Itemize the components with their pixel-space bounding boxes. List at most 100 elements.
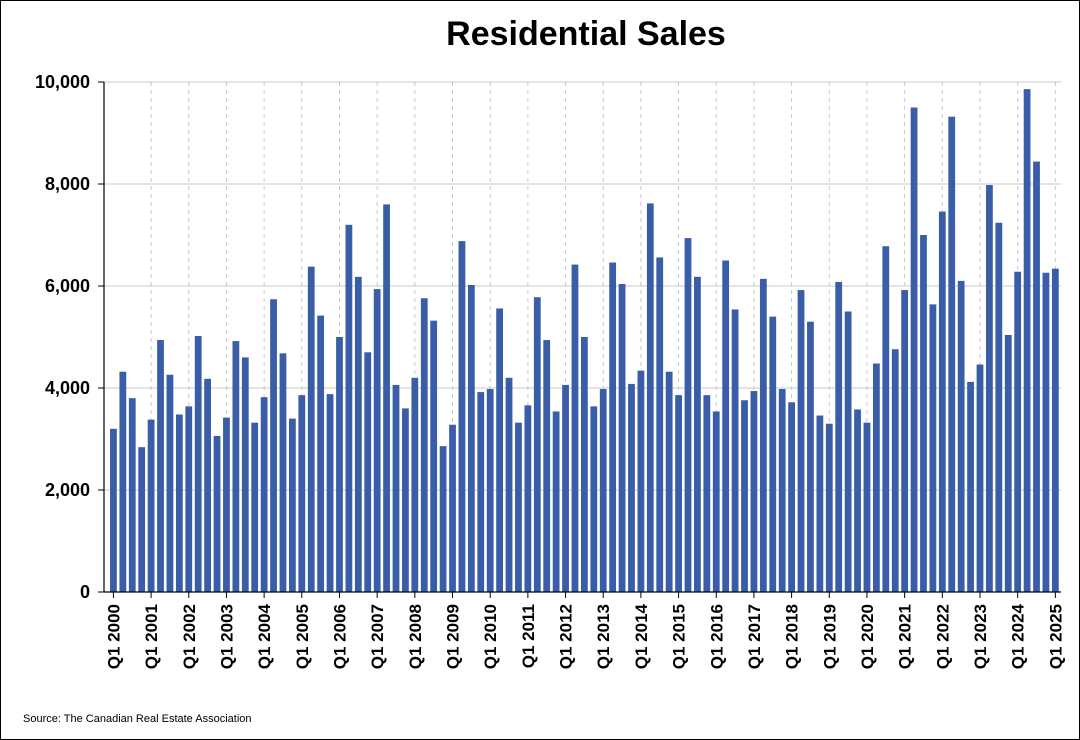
- bar-q3-2005: [317, 315, 325, 592]
- bar-q2-2008: [420, 298, 428, 592]
- x-tick-label: Q1 2009: [444, 604, 463, 669]
- bar-q2-2009: [458, 241, 466, 592]
- bar-q2-2003: [232, 341, 240, 592]
- x-tick-label: Q1 2020: [858, 604, 877, 669]
- bar-q3-2017: [769, 316, 777, 592]
- bar-q1-2013: [599, 389, 607, 592]
- x-tick-label: Q1 2007: [368, 604, 387, 669]
- bar-q3-2008: [430, 320, 438, 592]
- bar-q4-2014: [665, 371, 673, 592]
- y-axis-ticks: 0 2,000 4,000 6,000 8,000 10,000: [35, 72, 104, 602]
- bar-q4-2009: [477, 392, 485, 592]
- bar-q3-2001: [166, 374, 174, 592]
- bar-q2-2011: [533, 297, 541, 592]
- chart-source: Source: The Canadian Real Estate Associa…: [23, 713, 252, 725]
- x-tick-label: Q1 2013: [594, 604, 613, 669]
- bar-q3-2016: [731, 309, 739, 592]
- bar-q1-2018: [788, 402, 795, 592]
- bar-q2-2001: [157, 340, 164, 592]
- x-tick-label: Q1 2010: [481, 604, 500, 669]
- x-axis-ticks: Q1 2000 Q1 2001 Q1 2002 Q1 2003 Q1 2004 Q1 20…: [104, 592, 1065, 669]
- x-tick-label: Q1 2025: [1046, 604, 1065, 669]
- bar-q1-2002: [185, 406, 193, 592]
- x-tick-label: Q1 2006: [330, 604, 349, 669]
- bar-q2-2016: [722, 260, 730, 592]
- x-tick-label: Q1 2002: [180, 604, 199, 669]
- x-tick-label: Q1 2003: [217, 604, 236, 669]
- bar-q2-2023: [986, 185, 993, 592]
- bar-q1-2015: [675, 395, 682, 592]
- x-tick-label: Q1 2005: [293, 604, 312, 669]
- x-tick-label: Q1 2017: [745, 604, 764, 669]
- x-tick-label: Q1 2014: [632, 603, 651, 669]
- bar-q3-2018: [807, 321, 814, 592]
- x-tick-label: Q1 2021: [896, 604, 915, 669]
- bar-q1-2014: [637, 370, 645, 592]
- x-tick-label: Q1 2015: [670, 604, 689, 669]
- bar-q2-2022: [948, 116, 956, 593]
- bar-q4-2007: [402, 408, 409, 592]
- bar-q2-2012: [571, 264, 579, 592]
- bar-q1-2007: [373, 289, 381, 592]
- bar-q1-2023: [976, 364, 984, 592]
- bar-q3-2020: [882, 246, 890, 592]
- bar-q1-2001: [147, 419, 155, 592]
- x-tick-label: Q1 2012: [557, 604, 576, 669]
- bar-q4-2000: [138, 447, 146, 592]
- chart-title: Residential Sales: [446, 15, 726, 53]
- x-tick-label: Q1 2016: [707, 604, 726, 669]
- bar-q4-2012: [590, 406, 598, 592]
- bar-q3-2011: [543, 340, 551, 592]
- bar-q2-2014: [646, 203, 654, 592]
- bar-q4-2023: [1004, 334, 1012, 592]
- bar-q1-2008: [411, 377, 419, 592]
- x-tick-label: Q1 2008: [406, 604, 425, 669]
- bar-q4-2003: [251, 422, 259, 592]
- y-tick-label: 8,000: [45, 174, 90, 194]
- bar-q4-2010: [515, 422, 522, 592]
- bar-q4-2024: [1042, 272, 1050, 592]
- bar-q1-2000: [110, 428, 117, 592]
- bar-q1-2025: [1051, 268, 1059, 592]
- bar-q1-2011: [524, 405, 532, 592]
- x-tick-label: Q1 2004: [255, 603, 274, 669]
- bar-q1-2024: [1014, 271, 1022, 592]
- bar-q3-2015: [694, 276, 701, 592]
- y-tick-label: 2,000: [45, 480, 90, 500]
- bar-q1-2006: [336, 337, 343, 592]
- bar-q3-2006: [354, 276, 362, 592]
- bar-q2-2021: [910, 107, 918, 592]
- x-tick-label: Q1 2023: [971, 604, 990, 669]
- bar-q3-2000: [128, 398, 136, 592]
- x-tick-label: Q1 2000: [104, 604, 123, 669]
- bar-q4-2015: [703, 395, 711, 592]
- bar-q4-2008: [439, 446, 447, 592]
- bar-q2-2020: [872, 363, 880, 592]
- bar-q4-2021: [929, 304, 937, 592]
- bar-q3-2003: [241, 357, 249, 592]
- bar-q4-2002: [213, 435, 221, 592]
- bar-q1-2020: [863, 422, 871, 592]
- bar-q4-2020: [891, 349, 899, 592]
- bar-q3-2024: [1033, 161, 1040, 592]
- bar-q4-2006: [364, 352, 372, 592]
- y-tick-label: 6,000: [45, 276, 90, 296]
- bar-q3-2002: [204, 378, 212, 592]
- x-tick-label: Q1 2001: [142, 604, 161, 669]
- bar-q3-2012: [580, 337, 588, 592]
- bar-q2-2004: [270, 299, 277, 592]
- x-tick-label: Q1 2018: [783, 604, 802, 669]
- bar-q4-2011: [552, 411, 560, 592]
- x-tick-label: Q1 2024: [1009, 603, 1028, 669]
- bar-q1-2009: [449, 424, 456, 592]
- x-tick-label: Q1 2019: [820, 604, 839, 669]
- bar-q4-2013: [628, 383, 635, 592]
- bar-q3-2004: [279, 353, 287, 592]
- x-tick-label: Q1 2011: [519, 604, 538, 668]
- bar-q1-2022: [938, 211, 946, 593]
- bar-q2-2024: [1023, 89, 1031, 592]
- bar-q1-2004: [260, 397, 268, 592]
- bar-q1-2003: [223, 417, 230, 592]
- bar-q1-2019: [825, 423, 833, 592]
